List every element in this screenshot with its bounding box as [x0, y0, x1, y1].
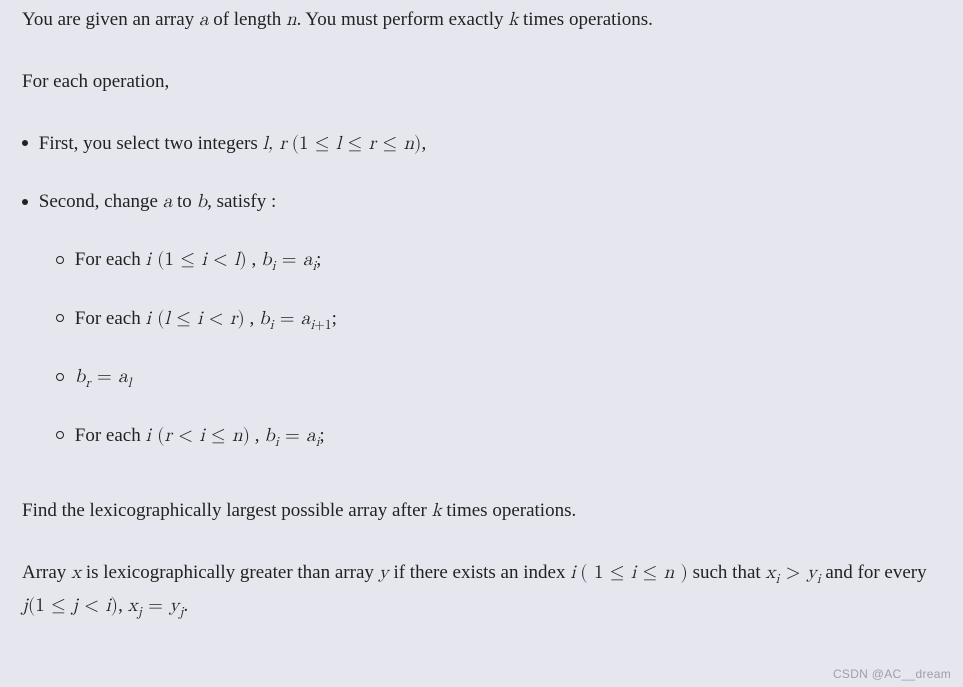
paragraph-lex: Array x is lexicographically greater tha… [22, 557, 945, 622]
b2-text-a: Second, change [39, 191, 163, 212]
circle-icon [56, 431, 64, 439]
subbullet-2: For each i (l ≤ i < r) , bi = ai+1; [56, 304, 945, 334]
math-k2: k [432, 501, 442, 520]
p4-text-e: and for every [821, 562, 927, 583]
math-x: x [71, 563, 81, 582]
math-a2: a [163, 192, 173, 211]
circle-icon [56, 373, 64, 381]
p1-text-d: times operations. [518, 9, 653, 30]
watermark-text: CSDN @AC__dream [833, 667, 951, 681]
disc-icon [22, 140, 28, 146]
p1-text-b: of length [208, 9, 286, 30]
circle-icon [56, 256, 64, 264]
p2-text: For each operation, [22, 71, 169, 92]
paragraph-find: Find the lexicographically largest possi… [22, 495, 945, 527]
p1-text-c: . You must perform exactly [297, 9, 509, 30]
math-s4-eq: bi = ai [264, 426, 319, 445]
math-n: n [286, 10, 297, 29]
p4-text-a: Array [22, 562, 71, 583]
math-b: b [197, 192, 208, 211]
b2-text-c: , satisfy : [207, 191, 276, 212]
math-k: k [508, 10, 518, 29]
math-xi: xi > yi [765, 563, 820, 582]
s2-text-b: , [245, 308, 259, 329]
math-cond-lr: (1 ≤ l ≤ r ≤ n) [292, 134, 422, 153]
paragraph-intro: You are given an array a of length n. Yo… [22, 4, 945, 36]
s2-text-c: ; [332, 308, 337, 329]
math-s1-eq: bi = ai [261, 250, 316, 269]
subbullet-4: For each i (r < i ≤ n) , bi = ai; [56, 421, 945, 451]
b1-text-b: , [421, 133, 426, 154]
subbullet-1: For each i (1 ≤ i < l) , bi = ai; [56, 245, 945, 275]
s4-text-b: , [250, 425, 264, 446]
p1-text-a: You are given an array [22, 9, 199, 30]
p4-text-c: if there exists an index [389, 562, 571, 583]
math-s3-eq: br = al [75, 367, 132, 386]
circle-icon [56, 314, 64, 322]
s2-text-a: For each [75, 308, 146, 329]
p4-text-f: . [183, 595, 188, 616]
s4-text-c: ; [319, 425, 324, 446]
math-s2-eq: bi = ai+1 [259, 309, 332, 328]
s1-text-c: ; [316, 249, 321, 270]
math-jcond: j(1 ≤ j < i) [22, 596, 118, 615]
p4-text-d: such that [688, 562, 766, 583]
b1-text-a: First, you select two integers [39, 133, 263, 154]
math-p4-cond: ( 1 ≤ i ≤ n ) [580, 563, 688, 582]
math-y: y [379, 563, 389, 582]
s1-text-b: , [247, 249, 261, 270]
math-s2-cond: i (l ≤ i < r) [145, 309, 244, 328]
b2-text-b: to [172, 191, 196, 212]
paragraph-foreach: For each operation, [22, 66, 945, 98]
p4-text-b: is lexicographically greater than array [81, 562, 379, 583]
s1-text-a: For each [75, 249, 146, 270]
p3-text-a: Find the lexicographically largest possi… [22, 500, 432, 521]
math-s4-cond: i (r < i ≤ n) [145, 426, 250, 445]
bullet-first: First, you select two integers l, r (1 ≤… [22, 129, 945, 159]
bullet-second: Second, change a to b, satisfy : [22, 187, 945, 217]
disc-icon [22, 199, 28, 205]
subbullet-3: br = al [56, 362, 945, 392]
math-s1-cond: i (1 ≤ i < l) [145, 250, 246, 269]
math-lr: l, r [263, 134, 287, 153]
math-i: i [570, 563, 575, 582]
s4-text-a: For each [75, 425, 146, 446]
math-xj: xj = yj [128, 596, 184, 615]
p3-text-b: times operations. [442, 500, 577, 521]
